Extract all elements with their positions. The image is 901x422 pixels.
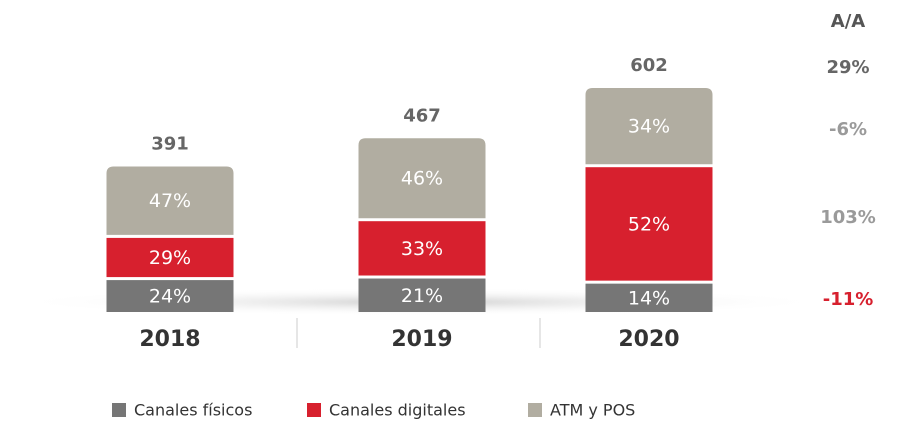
bar-segment — [358, 138, 486, 219]
total-label: 391 — [151, 134, 189, 155]
total-label: 602 — [630, 55, 668, 76]
total-label: 467 — [403, 105, 441, 126]
yoy-label: -6% — [829, 119, 867, 140]
bar-segment — [358, 221, 486, 276]
x-tick-label: 2020 — [618, 327, 679, 352]
bar-segment — [106, 166, 234, 235]
segment-label: 21% — [401, 285, 443, 307]
x-tick-label: 2018 — [139, 327, 200, 352]
legend-swatch — [528, 403, 542, 417]
segment-label: 47% — [149, 190, 191, 212]
bar-segment — [358, 278, 486, 312]
segment-label: 29% — [149, 247, 191, 269]
segment-label: 46% — [401, 168, 443, 190]
bar-segment — [585, 283, 713, 312]
yoy-label: 29% — [826, 57, 869, 78]
yoy-label: 103% — [820, 207, 876, 228]
yoy-title: A/A — [831, 11, 866, 32]
bar-segment — [585, 167, 713, 281]
segment-label: 34% — [628, 116, 670, 138]
legend-swatch — [307, 403, 321, 417]
x-tick-label: 2019 — [391, 327, 452, 352]
bar-segment — [106, 280, 234, 312]
segment-label: 24% — [149, 286, 191, 308]
legend-label: ATM y POS — [550, 401, 635, 420]
legend-swatch — [112, 403, 126, 417]
bar-segment — [106, 237, 234, 278]
legend-label: Canales físicos — [134, 401, 252, 420]
segment-label: 52% — [628, 213, 670, 235]
yoy-label: -11% — [823, 289, 874, 310]
bar-segment — [585, 88, 713, 165]
segment-label: 33% — [401, 238, 443, 260]
legend-label: Canales digitales — [329, 401, 466, 420]
segment-label: 14% — [628, 287, 670, 309]
